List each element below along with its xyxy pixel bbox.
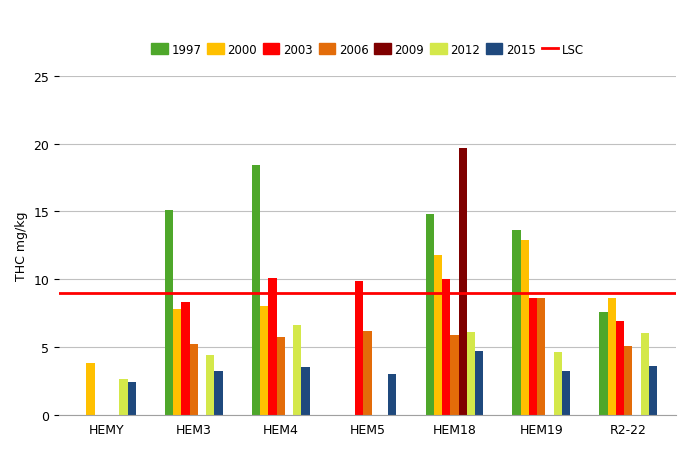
Bar — [86, 364, 95, 415]
Legend: 1997, 2000, 2003, 2006, 2009, 2012, 2015, LSC: 1997, 2000, 2003, 2006, 2009, 2012, 2015… — [146, 39, 589, 61]
Bar — [355, 281, 363, 415]
Bar — [521, 240, 529, 415]
Bar — [173, 309, 182, 415]
Y-axis label: THC mg/kg: THC mg/kg — [15, 211, 28, 281]
Bar — [260, 307, 268, 415]
Bar — [182, 303, 190, 415]
Bar — [363, 331, 372, 415]
Bar — [128, 382, 136, 415]
Bar — [293, 326, 301, 415]
Bar — [434, 255, 442, 415]
Bar — [537, 299, 545, 415]
Bar — [459, 148, 467, 415]
Bar — [513, 231, 521, 415]
Bar — [276, 338, 285, 415]
Bar — [599, 312, 607, 415]
Bar — [553, 353, 562, 415]
Bar — [165, 211, 173, 415]
Bar — [641, 334, 649, 415]
Bar — [649, 366, 657, 415]
Bar — [301, 368, 310, 415]
Bar — [475, 351, 483, 415]
Bar — [268, 278, 276, 415]
Bar — [607, 299, 616, 415]
Bar — [467, 332, 475, 415]
Bar — [529, 299, 537, 415]
Bar — [451, 335, 459, 415]
Bar — [120, 380, 128, 415]
Bar — [388, 374, 397, 415]
Bar — [562, 372, 570, 415]
Bar — [206, 355, 214, 415]
Bar — [252, 166, 260, 415]
Bar — [442, 280, 451, 415]
Bar — [214, 372, 223, 415]
Bar — [616, 322, 624, 415]
Bar — [190, 345, 198, 415]
Bar — [426, 215, 434, 415]
Bar — [624, 346, 632, 415]
